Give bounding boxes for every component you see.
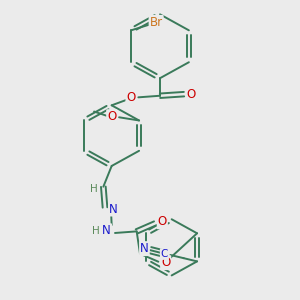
Text: O: O [158,215,167,228]
Text: H: H [92,226,100,236]
Text: Br: Br [150,16,163,29]
Text: O: O [187,88,196,100]
Text: H: H [90,184,98,194]
Text: N: N [109,202,118,215]
Text: O: O [126,91,136,104]
Text: N: N [102,224,111,237]
Text: O: O [107,110,116,123]
Text: O: O [161,256,170,269]
Text: N: N [140,242,149,255]
Text: C: C [161,249,168,259]
